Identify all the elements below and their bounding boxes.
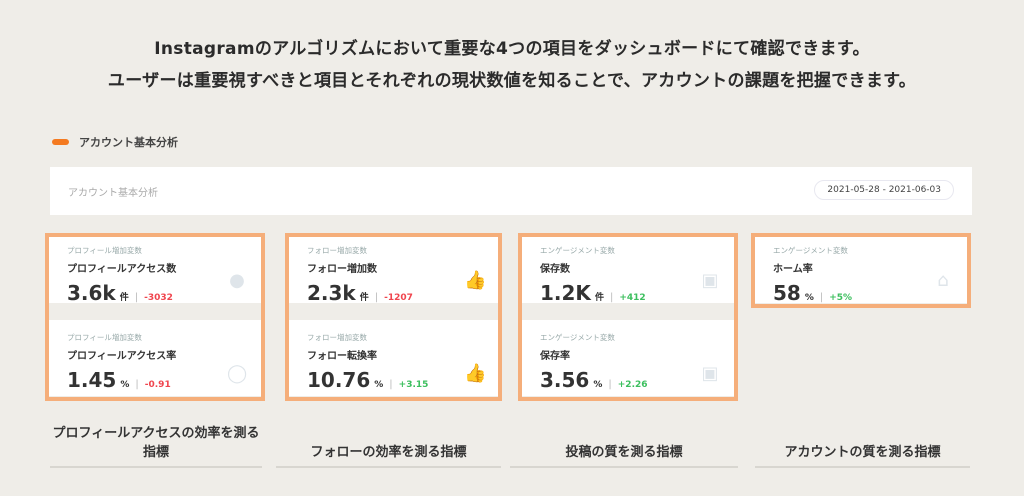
metric-card: エンゲージメント変数 保存数 1.2K 件 | +412 ▣ エンゲージメント変… [518, 233, 738, 401]
metric-delta: +5% [829, 293, 853, 303]
metric-name: プロフィールアクセス率 [67, 351, 177, 362]
metric-unit: % [374, 380, 384, 390]
metric-unit: % [593, 380, 603, 390]
metric-card: プロフィール増加変数 プロフィールアクセス数 3.6k 件 | -3032 ● … [45, 233, 265, 401]
headline-line-1: Instagramのアルゴリズムにおいて重要な4つの項目をダッシュボードにて確認… [154, 39, 870, 59]
metric-delta: -0.91 [144, 380, 171, 390]
divider: | [134, 292, 139, 303]
metric-name: 保存数 [540, 264, 570, 275]
divider: | [374, 292, 379, 303]
metric-name: フォロー転換率 [307, 351, 377, 362]
metric-value: 2.3k [307, 281, 356, 305]
metric-unit: % [804, 293, 814, 303]
metric-tile[interactable]: プロフィール増加変数 プロフィールアクセス数 3.6k 件 | -3032 ● [49, 237, 261, 305]
headline-line-2: ユーザーは重要視すべきと項目とそれぞれの現状数値を知ることで、アカウントの課題を… [107, 71, 917, 91]
metric-delta: +2.26 [617, 380, 648, 390]
metric-tile[interactable]: フォロー増加変数 フォロー増加数 2.3k 件 | -1207 👍 [289, 237, 498, 305]
metric-card: フォロー増加変数 フォロー増加数 2.3k 件 | -1207 👍 フォロー増加… [285, 233, 502, 401]
metric-delta: +3.15 [398, 380, 429, 390]
metric-value: 58 [773, 281, 801, 305]
card-caption: フォローの効率を測る指標 [276, 425, 501, 468]
metric-category: エンゲージメント変数 [773, 246, 848, 255]
metric-tile[interactable]: エンゲージメント変数 ホーム率 58 % | +5% ⌂ [755, 237, 967, 305]
metric-category: プロフィール増加変数 [67, 246, 142, 255]
metric-name: ホーム率 [773, 264, 813, 275]
metric-name: 保存率 [540, 351, 570, 362]
card-caption: プロフィールアクセスの効率を測る指標 [50, 418, 262, 468]
card-caption: アカウントの質を測る指標 [755, 425, 970, 468]
metric-tile[interactable]: エンゲージメント変数 保存数 1.2K 件 | +412 ▣ [522, 237, 734, 305]
metric-category: フォロー増加変数 [307, 333, 367, 342]
thumbs-up-filled-icon: 👍 [464, 270, 487, 291]
metric-category: プロフィール増加変数 [67, 333, 142, 342]
metric-category: エンゲージメント変数 [540, 246, 615, 255]
home-icon: ⌂ [937, 270, 949, 291]
metric-tile[interactable]: プロフィール増加変数 プロフィールアクセス率 1.45 % | -0.91 ◯ [49, 320, 261, 396]
save-icon: ▣ [701, 363, 719, 384]
divider: | [389, 379, 393, 390]
save-icon: ▣ [701, 270, 719, 291]
section-label: アカウント基本分析 [79, 136, 178, 149]
metric-value: 3.56 [540, 368, 590, 392]
metric-delta: -3032 [144, 293, 173, 303]
divider: | [608, 379, 612, 390]
section-header: アカウント基本分析 [52, 134, 178, 150]
metric-unit: 件 [594, 293, 604, 303]
metric-value: 1.45 [67, 368, 117, 392]
metric-unit: % [120, 380, 130, 390]
metric-tile[interactable]: フォロー増加変数 フォロー転換率 10.76 % | +3.15 👍 [289, 320, 498, 396]
metric-unit: 件 [119, 293, 129, 303]
metric-value: 10.76 [307, 368, 371, 392]
divider: | [609, 292, 614, 303]
user-circle-outline-icon: ◯ [227, 363, 248, 384]
metric-value: 3.6k [67, 281, 116, 305]
metric-delta: +412 [619, 293, 646, 303]
metric-delta: -1207 [384, 293, 413, 303]
section-accent-bar [52, 139, 69, 145]
metric-name: フォロー増加数 [307, 264, 377, 275]
metric-category: エンゲージメント変数 [540, 333, 615, 342]
analysis-panel: アカウント基本分析 2021-05-28 - 2021-06-03 [50, 167, 972, 215]
user-circle-filled-icon: ● [229, 270, 245, 291]
card-caption: 投稿の質を測る指標 [510, 425, 738, 468]
divider: | [819, 292, 824, 303]
metric-card: エンゲージメント変数 ホーム率 58 % | +5% ⌂ [751, 233, 971, 308]
date-range-picker[interactable]: 2021-05-28 - 2021-06-03 [814, 180, 954, 200]
metric-name: プロフィールアクセス数 [67, 264, 177, 275]
metric-unit: 件 [359, 293, 369, 303]
panel-title: アカウント基本分析 [68, 188, 158, 199]
metric-tile[interactable]: エンゲージメント変数 保存率 3.56 % | +2.26 ▣ [522, 320, 734, 396]
thumbs-up-outline-icon: 👍 [464, 363, 487, 384]
metric-value: 1.2K [540, 281, 591, 305]
divider: | [135, 379, 139, 390]
metric-category: フォロー増加変数 [307, 246, 367, 255]
